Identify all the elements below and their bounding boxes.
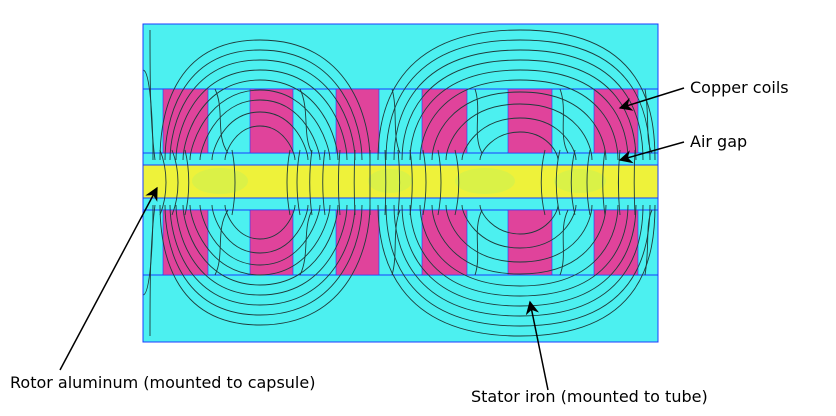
copper-coil: [507, 209, 553, 276]
stator-outline: [142, 23, 659, 343]
air-gap-lower: [142, 197, 659, 211]
rotor-aluminum-label: Rotor aluminum (mounted to capsule): [10, 373, 316, 392]
copper-coil: [421, 88, 468, 154]
arrow-copper-coils: [618, 87, 685, 111]
copper-coil: [421, 209, 468, 276]
arrow-stator-iron: [525, 300, 549, 391]
rotor-aluminum: [142, 164, 659, 199]
stator-iron-label: Stator iron (mounted to tube): [471, 387, 708, 406]
arrow-rotor-aluminum: [59, 186, 158, 371]
air-gap-label: Air gap: [690, 132, 748, 151]
copper-coil: [593, 209, 639, 276]
rotor-highlights: [192, 168, 606, 194]
copper-coil: [335, 209, 380, 276]
copper-coils-label: Copper coils: [690, 78, 789, 97]
copper-coil: [335, 88, 380, 154]
upper-coils: [162, 88, 639, 154]
copper-coil: [507, 88, 553, 154]
flux-lines: [143, 29, 656, 337]
pointer-arrows: [59, 87, 685, 391]
arrow-air-gap: [618, 141, 685, 164]
air-gap-upper: [142, 152, 659, 166]
